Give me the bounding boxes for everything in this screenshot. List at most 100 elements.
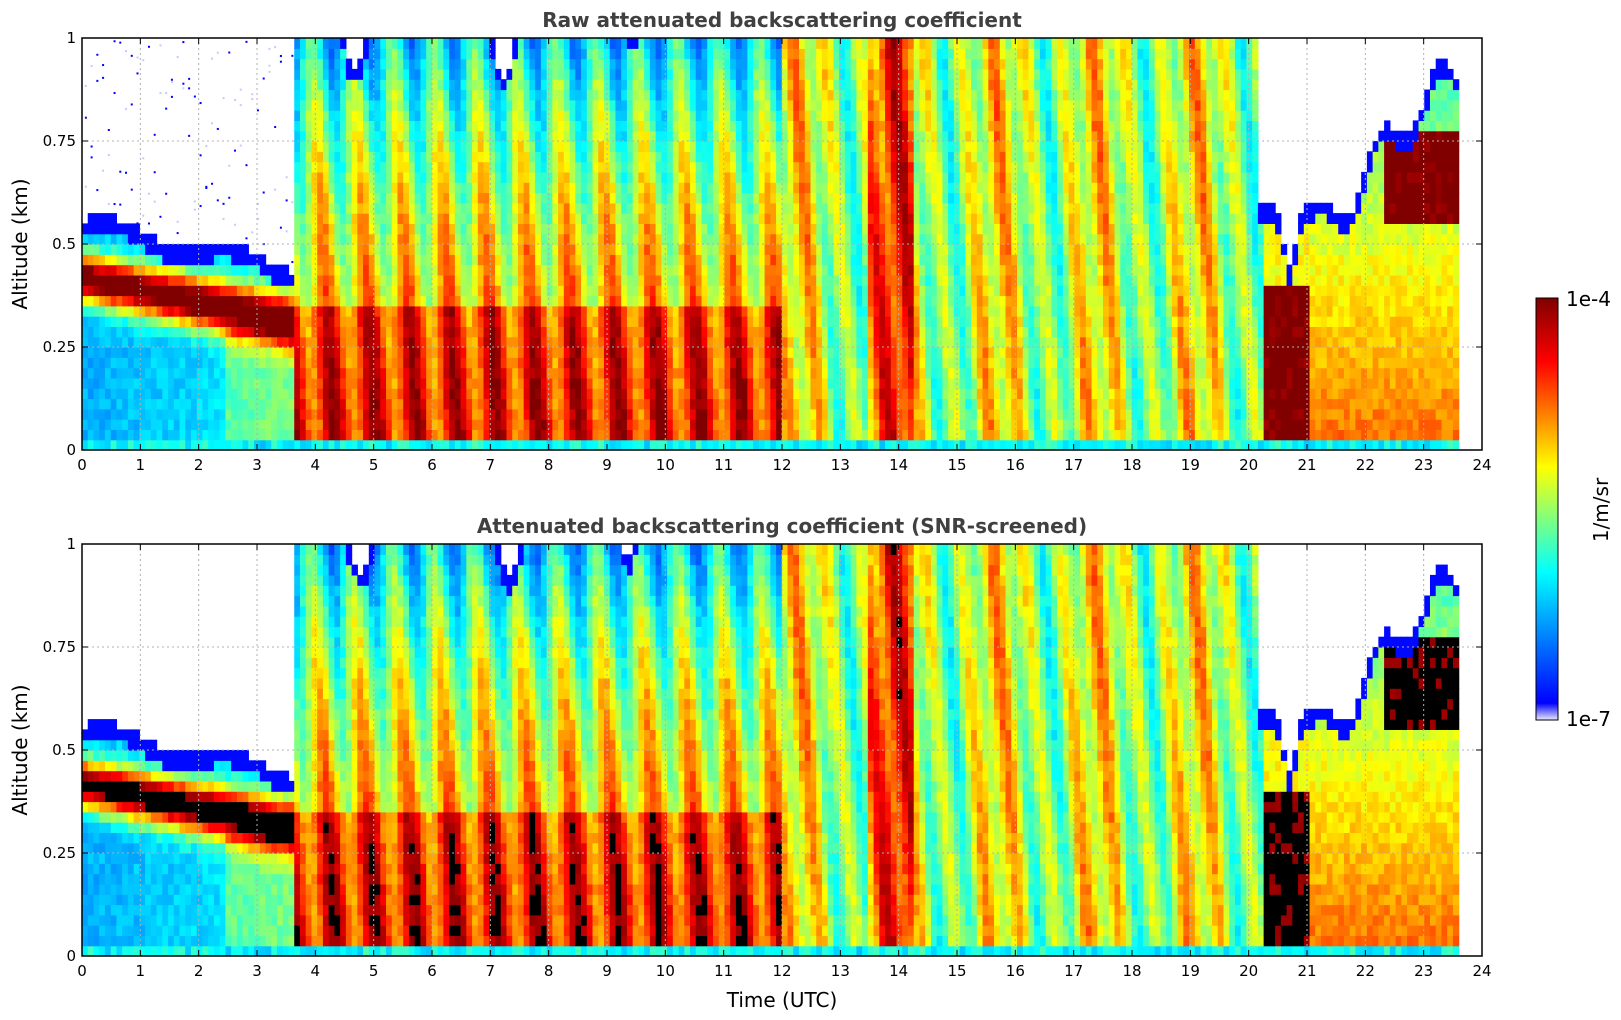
heatmap-cell: [271, 347, 278, 358]
heatmap-cell: [431, 233, 439, 245]
heatmap-cell: [563, 388, 571, 400]
heatmap-cell: [655, 316, 662, 327]
heatmap-cell: [632, 357, 640, 369]
heatmap-cell: [208, 295, 215, 307]
heatmap-cell: [764, 285, 771, 297]
heatmap-cell: [489, 202, 496, 214]
heatmap-cell: [558, 68, 565, 80]
heatmap-cell: [512, 58, 519, 70]
heatmap-cell: [724, 367, 731, 379]
heatmap-cell: [351, 192, 358, 204]
heatmap-cell: [598, 357, 605, 369]
heatmap-cell: [724, 264, 731, 276]
heatmap-cell: [839, 48, 846, 60]
heatmap-cell: [420, 429, 427, 441]
heatmap-cell: [145, 244, 152, 255]
heatmap-cell: [443, 429, 450, 441]
heatmap-cell: [420, 192, 427, 204]
heatmap-cell: [661, 347, 668, 358]
heatmap-cell: [185, 336, 192, 348]
heatmap-cell: [236, 388, 244, 400]
heatmap-cell: [730, 357, 737, 369]
heatmap-cell: [248, 367, 255, 379]
heatmap-cell: [649, 408, 657, 420]
heatmap-cell: [380, 192, 387, 204]
heatmap-cell: [535, 295, 542, 307]
heatmap-cell: [150, 408, 158, 420]
heatmap-cell: [569, 295, 576, 307]
heatmap-cell: [99, 264, 106, 276]
heatmap-cell: [506, 305, 513, 317]
heatmap-cell: [380, 388, 387, 400]
heatmap-cell: [185, 285, 192, 297]
heatmap-cell: [213, 398, 221, 410]
heatmap-cell: [374, 326, 381, 338]
heatmap-cell: [816, 79, 823, 91]
heatmap-cell: [563, 357, 571, 369]
heatmap-cell: [649, 130, 657, 142]
heatmap-cell: [747, 182, 754, 194]
heatmap-cell: [678, 336, 685, 348]
heatmap-cell: [500, 367, 508, 379]
heatmap-cell: [299, 264, 307, 276]
heatmap-cell: [322, 213, 330, 224]
heatmap-cell: [667, 254, 674, 266]
heatmap-cell: [414, 336, 422, 348]
heatmap-cell: [351, 161, 358, 173]
heatmap-cell: [363, 120, 370, 132]
heatmap-cell: [546, 233, 553, 245]
heatmap-cell: [225, 377, 232, 389]
heatmap-cell: [827, 336, 835, 348]
heatmap-cell: [529, 99, 536, 111]
heatmap-cell: [489, 192, 496, 204]
heatmap-cell: [368, 233, 376, 245]
heatmap-cell: [363, 419, 370, 430]
heatmap-cell: [741, 295, 748, 307]
heatmap-cell: [185, 254, 192, 266]
heatmap-cell: [626, 79, 634, 91]
heatmap-cell: [317, 233, 324, 245]
heatmap-cell: [202, 439, 209, 450]
heatmap-cell: [621, 233, 628, 245]
heatmap-cell: [322, 233, 330, 245]
heatmap-cell: [667, 264, 674, 276]
heatmap-cell: [93, 336, 100, 348]
heatmap-cell: [127, 305, 135, 317]
heatmap-cell: [609, 58, 617, 70]
heatmap-cell: [363, 264, 370, 276]
heatmap-cell: [368, 171, 376, 183]
heatmap-cell: [397, 130, 404, 142]
heatmap-cell: [506, 161, 513, 173]
heatmap-cell: [156, 377, 163, 389]
heatmap-cell: [213, 336, 221, 348]
heatmap-cell: [208, 398, 215, 410]
heatmap-cell: [770, 429, 777, 441]
heatmap-cell: [403, 429, 410, 441]
heatmap-cell: [535, 316, 542, 327]
heatmap-cell: [867, 171, 875, 183]
heatmap-cell: [403, 388, 410, 400]
heatmap-cell: [328, 48, 335, 60]
heatmap-cell: [707, 347, 714, 358]
heatmap-cell: [592, 171, 599, 183]
heatmap-cell: [104, 223, 112, 235]
heatmap-cell: [678, 130, 685, 142]
heatmap-cell: [87, 357, 95, 369]
heatmap-cell: [632, 141, 640, 152]
heatmap-cell: [867, 274, 875, 286]
heatmap-cell: [500, 274, 508, 286]
heatmap-cell: [707, 233, 714, 245]
heatmap-cell: [581, 213, 588, 224]
heatmap-cell: [563, 233, 571, 245]
heatmap-cell: [351, 285, 358, 297]
heatmap-cell: [879, 141, 886, 152]
heatmap-cell: [724, 48, 731, 60]
heatmap-cell: [506, 439, 513, 450]
heatmap-cell: [552, 182, 559, 194]
heatmap-cell: [862, 161, 869, 173]
heatmap-cell: [483, 79, 490, 91]
heatmap-cell: [799, 192, 806, 204]
heatmap-cell: [833, 408, 840, 420]
heatmap-cell: [707, 336, 714, 348]
heatmap-cell: [242, 347, 249, 358]
